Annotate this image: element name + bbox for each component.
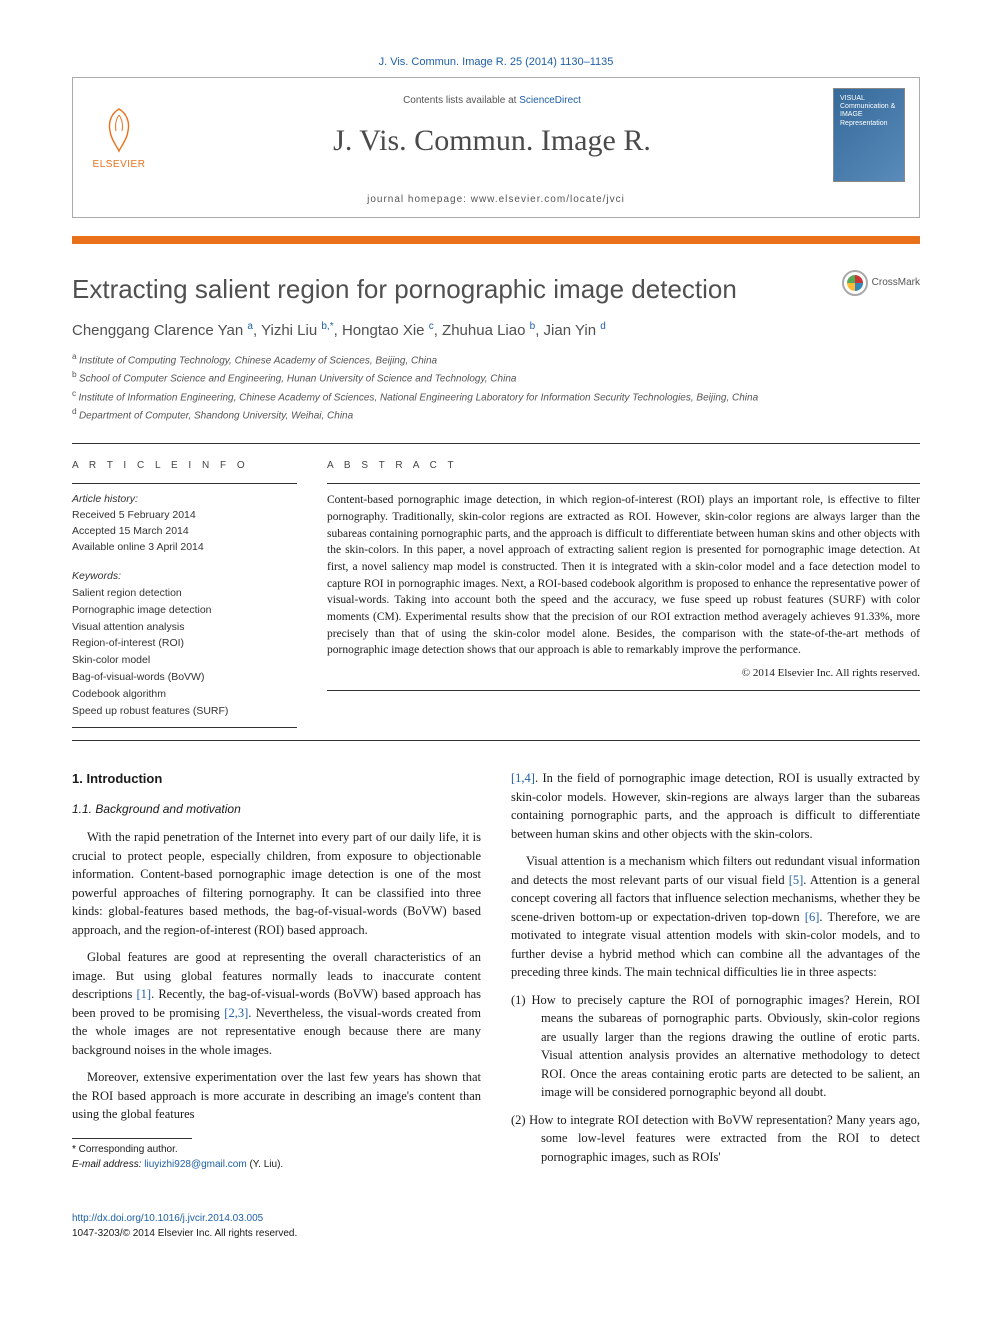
ref-link[interactable]: [1,4]	[511, 771, 535, 785]
contents-available-label: Contents lists available at ScienceDirec…	[151, 93, 833, 108]
crossmark-badge[interactable]: CrossMark	[842, 270, 920, 296]
list-item-2: (2) How to integrate ROI detection with …	[511, 1111, 920, 1167]
corresponding-author-footer: * Corresponding author. E-mail address: …	[72, 1138, 481, 1173]
body-para: Global features are good at representing…	[72, 948, 481, 1059]
ref-link[interactable]: [1]	[137, 987, 152, 1001]
crossmark-icon	[842, 270, 868, 296]
section-1-heading: 1. Introduction	[72, 769, 481, 788]
journal-title: J. Vis. Commun. Image R.	[151, 118, 833, 163]
journal-header-box: ELSEVIER Contents lists available at Sci…	[72, 77, 920, 218]
author-list: Chenggang Clarence Yan a, Yizhi Liu b,*,…	[72, 319, 920, 343]
body-para: Visual attention is a mechanism which fi…	[511, 852, 920, 982]
abstract-text: Content-based pornographic image detecti…	[327, 492, 920, 659]
ref-link[interactable]: [5]	[789, 873, 804, 887]
article-title: Extracting salient region for pornograph…	[72, 270, 737, 309]
section-1-1-heading: 1.1. Background and motivation	[72, 801, 481, 819]
journal-homepage: journal homepage: www.elsevier.com/locat…	[73, 188, 919, 217]
journal-cover-thumb: VISUAL Communication & IMAGE Representat…	[833, 88, 905, 182]
body-para: With the rapid penetration of the Intern…	[72, 828, 481, 939]
accent-bar	[72, 236, 920, 244]
list-item-1: (1) How to precisely capture the ROI of …	[511, 991, 920, 1102]
elsevier-logo: ELSEVIER	[87, 98, 151, 172]
affiliations: a Institute of Computing Technology, Chi…	[72, 350, 920, 423]
body-para: Moreover, extensive experimentation over…	[72, 1068, 481, 1124]
sciencedirect-link[interactable]: ScienceDirect	[519, 95, 581, 106]
doi-footer: http://dx.doi.org/10.1016/j.jvcir.2014.0…	[72, 1211, 920, 1241]
body-para: [1,4]. In the field of pornographic imag…	[511, 769, 920, 843]
elsevier-logo-text: ELSEVIER	[93, 157, 146, 172]
body-column-left: 1. Introduction 1.1. Background and moti…	[72, 769, 481, 1175]
article-history: Article history: Received 5 February 201…	[72, 492, 297, 555]
ref-link[interactable]: [2,3]	[224, 1006, 248, 1020]
abstract-copyright: © 2014 Elsevier Inc. All rights reserved…	[327, 665, 920, 682]
keywords-block: Keywords: Salient region detectionPornog…	[72, 569, 297, 719]
article-info-label: A R T I C L E I N F O	[72, 458, 297, 473]
ref-link[interactable]: [6]	[805, 910, 820, 924]
doi-link[interactable]: http://dx.doi.org/10.1016/j.jvcir.2014.0…	[72, 1211, 297, 1226]
header-citation: J. Vis. Commun. Image R. 25 (2014) 1130–…	[72, 54, 920, 71]
email-link[interactable]: liuyizhi928@gmail.com	[144, 1159, 246, 1170]
abstract-label: A B S T R A C T	[327, 458, 920, 473]
body-column-right: [1,4]. In the field of pornographic imag…	[511, 769, 920, 1175]
